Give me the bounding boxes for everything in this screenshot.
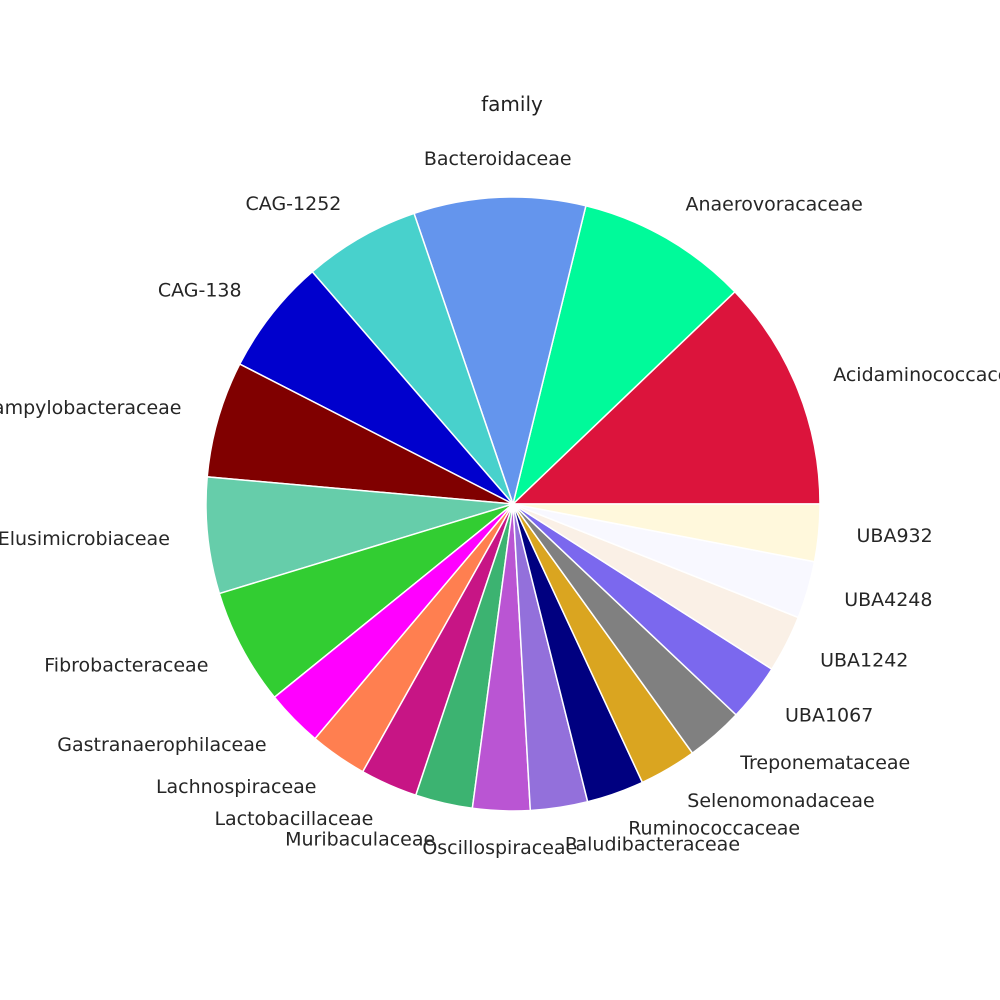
pie-label-paludibacteraceae: Paludibacteraceae <box>565 834 740 856</box>
pie-slice-cag-138 <box>238 270 514 505</box>
pie-slice-fibrobacteraceae <box>218 503 514 699</box>
pie-label-cag-138: CAG-138 <box>158 280 242 302</box>
pie-label-acidaminococcaceae: Acidaminococcaceae <box>833 364 1000 386</box>
pie-label-elusimicrobiaceae: Elusimicrobiaceae <box>0 528 170 550</box>
pie-label-uba1067: UBA1067 <box>785 705 873 727</box>
pie-label-campylobacteraceae: Campylobacteraceae <box>0 397 182 419</box>
pie-slices <box>205 196 821 812</box>
pie-label-anaerovoracaceae: Anaerovoracaceae <box>686 194 863 216</box>
pie-label-lactobacillaceae: Lactobacillaceae <box>214 808 373 830</box>
pie-label-oscillospiraceae: Oscillospiraceae <box>422 837 577 859</box>
chart-title: family <box>481 92 543 116</box>
pie-label-lachnospiraceae: Lachnospiraceae <box>156 776 317 798</box>
pie-slice-elusimicrobiaceae <box>205 476 514 595</box>
pie-labels: Acidaminococcaceae Anaerovoracaceae Bacter… <box>0 148 1000 859</box>
pie-slice-bacteroidaceae <box>413 196 587 507</box>
pie-slice-acidaminococcaceae <box>511 290 821 505</box>
pie-slice-cag-1252 <box>311 212 514 505</box>
pie-slice-campylobacteraceae <box>206 363 514 505</box>
pie-label-muribaculaceae: Muribaculaceae <box>285 829 435 851</box>
pie-label-bacteroidaceae: Bacteroidaceae <box>424 148 572 170</box>
pie-label-cag-1252: CAG-1252 <box>246 193 342 215</box>
pie-label-treponemataceae: Treponemataceae <box>739 752 910 774</box>
pie-label-selenomonadaceae: Selenomonadaceae <box>687 790 874 812</box>
pie-label-uba1242: UBA1242 <box>820 650 908 672</box>
pie-label-gastranaerophilaceae: Gastranaerophilaceae <box>57 734 266 756</box>
pie-label-ruminococcaceae: Ruminococcaceae <box>628 818 800 840</box>
pie-label-uba932: UBA932 <box>857 525 933 547</box>
pie-label-uba4248: UBA4248 <box>844 589 932 611</box>
pie-slice-uba932 <box>512 503 821 563</box>
pie-label-fibrobacteraceae: Fibrobacteraceae <box>44 654 208 676</box>
pie-slice-anaerovoracaceae <box>511 204 736 507</box>
